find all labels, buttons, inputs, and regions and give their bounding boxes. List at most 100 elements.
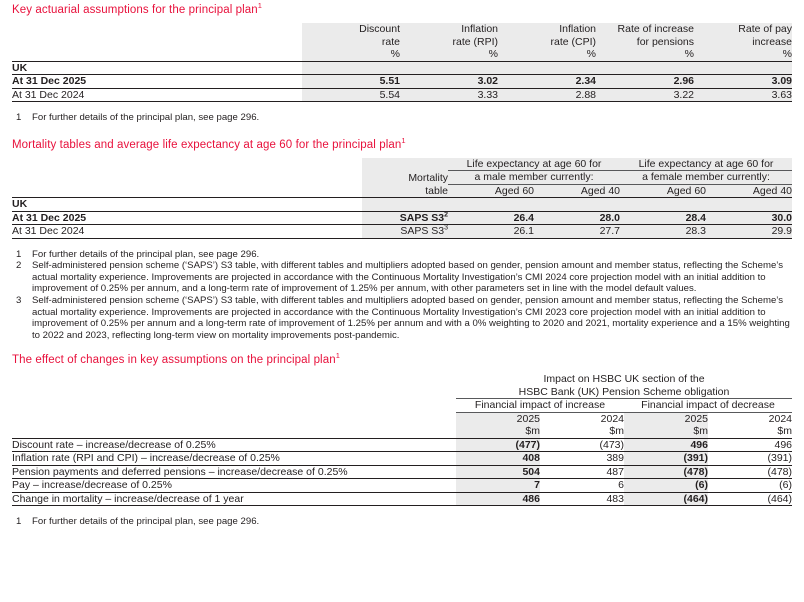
table2-header-row-2: Mortality a male member currently: a fem… (12, 170, 792, 185)
table3-row-1-value-3: (391) (708, 451, 793, 466)
section-heading-text: The effect of changes in key assumptions… (12, 354, 336, 367)
table2-group-male-line2: a male member currently: (448, 170, 620, 185)
table1-col-header-1-line1: Inflation (400, 23, 498, 36)
footnote-text: Self-administered pension scheme (‘SAPS’… (32, 260, 784, 295)
table3-unit-header-1: $m (540, 425, 624, 439)
table2-row-1-mortality-table: SAPS S33 (362, 224, 448, 239)
table1-group-fill-0 (302, 61, 400, 75)
table3-row-4-value-0: 486 (456, 492, 540, 507)
footnote-item: 1 For further details of the principal p… (12, 249, 792, 261)
table2-row-1-mortality-table-ref: 3 (444, 224, 448, 232)
table3-unit-header-0: $m (456, 425, 540, 439)
footnote-number: 1 (16, 112, 22, 123)
table2-row-1-value-0: 26.1 (448, 224, 534, 239)
table3-row-2-value-1: 487 (540, 465, 624, 480)
table1-row-1-value-0: 5.54 (302, 88, 400, 102)
table3-row-1-value-1: 389 (540, 451, 624, 466)
table3-unit-header-3: $m (708, 425, 793, 439)
table3-row-3-value-0: 7 (456, 478, 540, 493)
table1-row-1-value-3: 3.22 (596, 88, 694, 102)
table2-group-female-line1: Life expectancy at age 60 for (620, 157, 792, 172)
table1-col-header-4-line2: increase (694, 35, 792, 48)
table3-row-2-value-2: (478) (624, 465, 708, 480)
table3-row-0-value-1: (473) (540, 438, 624, 453)
table1-footnotes: 1 For further details of the principal p… (12, 112, 792, 124)
footnote-item: 1 For further details of the principal p… (12, 516, 792, 528)
table1-group-fill-3 (596, 61, 694, 75)
table2-row-1-value-2: 28.3 (620, 224, 706, 239)
table2-row-1-value-1: 27.7 (534, 224, 620, 239)
table3-group-decrease: Financial impact of decrease (624, 398, 793, 413)
table1-group-label: UK (12, 61, 302, 75)
table1-header-row-1: Discount Inflation Inflation Rate of inc… (12, 23, 792, 36)
table2-row-0-mortality-table-text: SAPS S3 (399, 211, 445, 224)
table2-header-row-3: table Aged 60 Aged 40 Aged 60 Aged 40 (12, 184, 792, 199)
key-actuarial-assumptions-table: Discount Inflation Inflation Rate of inc… (12, 23, 792, 102)
table3-corner-cell (12, 373, 456, 386)
table2-row-0-label: At 31 Dec 2025 (12, 211, 362, 226)
table2-row-0-value-3: 30.0 (706, 211, 792, 226)
table2-group-fill-0 (362, 197, 448, 212)
table2-mortality-header-line2: table (362, 184, 448, 199)
table1-row-0-value-0: 5.51 (302, 74, 400, 89)
table2-group-row-uk: UK (12, 197, 792, 212)
table3-super-header-line2: HSBC Bank (UK) Pension Scheme obligation (456, 385, 793, 400)
table-row: At 31 Dec 2025 5.51 3.02 2.34 2.96 3.09 (12, 74, 792, 89)
table3-row-0-value-0: (477) (456, 438, 540, 453)
table3-row-0-value-2: 496 (624, 438, 708, 453)
table-row: At 31 Dec 2025 SAPS S32 26.4 28.0 28.4 3… (12, 211, 792, 226)
table1-corner-cell (12, 23, 302, 36)
table1-row-1-label: At 31 Dec 2024 (12, 88, 302, 102)
table2-subheader-2: Aged 60 (620, 184, 706, 199)
table3-unit-header-row: $m $m $m $m (12, 425, 793, 439)
table3-row-1-value-2: (391) (624, 451, 708, 466)
table1-spacer-cell-a (12, 36, 302, 49)
table2-spacer-cell-a (12, 171, 362, 185)
table1-row-0-value-2: 2.34 (498, 74, 596, 89)
table1-row-0-value-3: 2.96 (596, 74, 694, 89)
table2-subheader-0: Aged 60 (448, 184, 534, 199)
table2-header-row-1: Life expectancy at age 60 for Life expec… (12, 157, 792, 172)
table2-subheader-3: Aged 40 (706, 184, 792, 199)
table3-row-4-value-3: (464) (708, 492, 793, 507)
table3-footnotes: 1 For further details of the principal p… (12, 516, 792, 528)
footnote-number: 2 (16, 260, 22, 272)
table3-row-3-value-2: (6) (624, 478, 708, 493)
table3-row-3-value-1: 6 (540, 478, 624, 493)
table1-col-header-3-line2: for pensions (596, 35, 694, 48)
table2-row-0-mortality-table-ref: 2 (444, 211, 448, 219)
section-heading-footnote-ref: 1 (401, 135, 406, 145)
table2-row-1-mortality-table-text: SAPS S3 (400, 225, 445, 238)
table3-row-4-value-2: (464) (624, 492, 708, 507)
table3-row-3-label: Pay – increase/decrease of 0.25% (12, 478, 456, 493)
table1-row-1-value-4: 3.63 (694, 88, 792, 102)
table2-group-label: UK (12, 197, 362, 212)
table2-row-0-value-0: 26.4 (448, 211, 534, 226)
table3-group-increase: Financial impact of increase (456, 398, 624, 413)
table3-spacer-cell-b (12, 399, 456, 413)
table1-col-unit-0: % (302, 48, 400, 62)
table3-row-0-value-3: 496 (708, 438, 793, 453)
table1-row-1-value-1: 3.33 (400, 88, 498, 102)
table3-unit-header-2: $m (624, 425, 708, 439)
table3-row-0-label: Discount rate – increase/decrease of 0.2… (12, 438, 456, 453)
table3-year-header-0: 2025 (456, 412, 540, 426)
table2-group-fill-1 (448, 197, 534, 212)
table3-row-4-label: Change in mortality – increase/decrease … (12, 492, 456, 507)
table1-row-1-value-2: 2.88 (498, 88, 596, 102)
table3-spacer-cell-a (12, 386, 456, 399)
table-row: Pension payments and deferred pensions –… (12, 465, 793, 480)
table-row: Pay – increase/decrease of 0.25% 7 6 (6)… (12, 478, 793, 493)
table1-row-0-label: At 31 Dec 2025 (12, 74, 302, 89)
table3-row-2-label: Pension payments and deferred pensions –… (12, 465, 456, 480)
table2-group-female-line2: a female member currently: (620, 170, 792, 185)
table2-group-fill-4 (706, 197, 792, 212)
table3-super-header-line1: Impact on HSBC UK section of the (543, 373, 705, 386)
table3-row-4-value-1: 483 (540, 492, 624, 507)
table-row: Inflation rate (RPI and CPI) – increase/… (12, 451, 793, 466)
section-heading-text: Mortality tables and average life expect… (12, 138, 402, 151)
table2-footnotes: 1 For further details of the principal p… (12, 249, 792, 342)
table3-spacer-cell-c (12, 412, 456, 425)
table2-subheader-1: Aged 40 (534, 184, 620, 199)
footnote-number: 3 (16, 294, 22, 306)
